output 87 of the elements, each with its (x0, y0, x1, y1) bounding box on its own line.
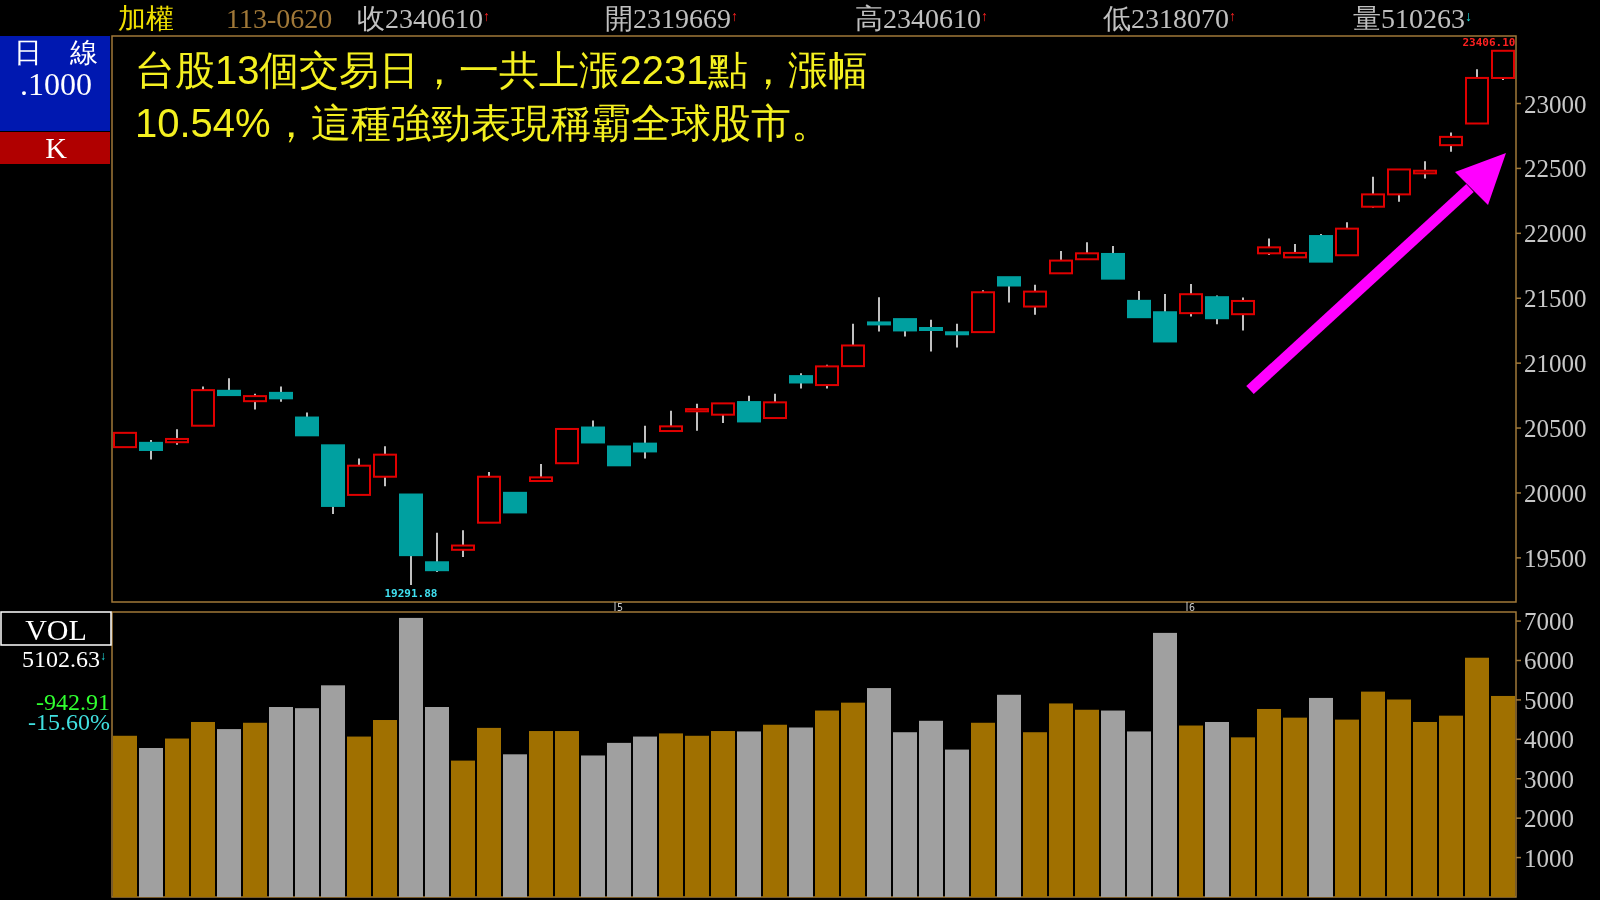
x-tick-label: 6 (1189, 602, 1196, 613)
bar (1283, 717, 1307, 897)
bar (503, 754, 527, 897)
bar (529, 731, 553, 897)
y-tick-label: 22000 (1524, 220, 1587, 248)
bar (737, 731, 761, 897)
text: 收2340610$^{↑}$ (357, 3, 490, 34)
y-tick-label: 4000 (1524, 726, 1574, 754)
text: 高2340610$^{↑}$ (855, 3, 988, 34)
y-tick-label: 7000 (1524, 608, 1574, 636)
bar (1491, 695, 1515, 897)
text: 低2318070$^{↑}$ (1103, 3, 1236, 34)
bar (399, 617, 423, 897)
y-tick-label: 21500 (1524, 285, 1587, 313)
y-tick-label: 1000 (1524, 844, 1574, 872)
bar (1023, 732, 1047, 897)
bar (763, 724, 787, 897)
bar (1257, 708, 1281, 897)
text: K (45, 131, 68, 164)
bar (1439, 715, 1463, 897)
y-tick-label: 21000 (1524, 350, 1587, 378)
bar (1309, 697, 1333, 897)
bar (581, 755, 605, 897)
bar (1335, 719, 1359, 897)
bar (1413, 721, 1437, 897)
bar (451, 760, 475, 897)
text: .1000 (20, 66, 92, 102)
bar (1361, 691, 1385, 897)
annotation: 23406.10 (1462, 35, 1516, 49)
annotation: 19291.88 (384, 586, 438, 600)
annotation: 台股13個交易日，一共上漲2231點，漲幅10.54%，這種強勁表現稱霸全球股市。 (135, 47, 870, 147)
bar (945, 749, 969, 897)
y-tick-label: 19500 (1524, 544, 1587, 572)
bar (1465, 657, 1489, 897)
bar (217, 729, 241, 897)
bar (607, 742, 631, 897)
bar (867, 688, 891, 897)
bar (997, 694, 1021, 897)
bar (919, 720, 943, 897)
bar (841, 702, 865, 897)
candlestick (633, 424, 657, 460)
bar (139, 748, 163, 897)
bar (165, 738, 189, 897)
bar (815, 710, 839, 897)
bar (269, 707, 293, 897)
bar (789, 727, 813, 897)
bar (373, 720, 397, 897)
y-tick-label: 20500 (1524, 415, 1587, 443)
bar (1179, 725, 1203, 897)
bar (1075, 709, 1099, 897)
bar (295, 708, 319, 897)
text: 加權 (118, 3, 174, 34)
y-tick-label: 6000 (1524, 647, 1574, 675)
bar (1205, 721, 1229, 897)
bar (191, 721, 215, 897)
bar (425, 707, 449, 897)
bar (1101, 710, 1125, 897)
bar (1049, 703, 1073, 897)
y-tick-label: 2000 (1524, 805, 1574, 833)
y-tick-label: 3000 (1524, 765, 1574, 793)
text: 5102.63$^{↓}$ (22, 646, 106, 672)
bar (893, 732, 917, 897)
y-tick-label: 23000 (1524, 90, 1587, 118)
bar (633, 736, 657, 897)
text: 開2319669$^{↑}$ (605, 3, 738, 34)
bar (113, 735, 137, 897)
bar (971, 722, 995, 897)
x-tick-label: 5 (617, 602, 624, 613)
y-tick-label: 5000 (1524, 686, 1574, 714)
bar (243, 722, 267, 897)
bar (1127, 731, 1151, 897)
bar (321, 685, 345, 897)
y-tick-label: 22500 (1524, 155, 1587, 183)
text: 量510263$^{↓}$ (1353, 3, 1472, 34)
bar (477, 727, 501, 897)
bar (347, 736, 371, 897)
bar (685, 735, 709, 897)
text: 日 線 (14, 37, 98, 68)
bar (1153, 632, 1177, 897)
bar (1387, 699, 1411, 897)
y-tick-label: 20000 (1524, 479, 1587, 507)
bar (1231, 737, 1255, 897)
bar (711, 731, 735, 897)
bar (659, 733, 683, 897)
text: VOL (25, 613, 87, 646)
text: 113-0620 (226, 3, 333, 34)
bar (555, 731, 579, 897)
